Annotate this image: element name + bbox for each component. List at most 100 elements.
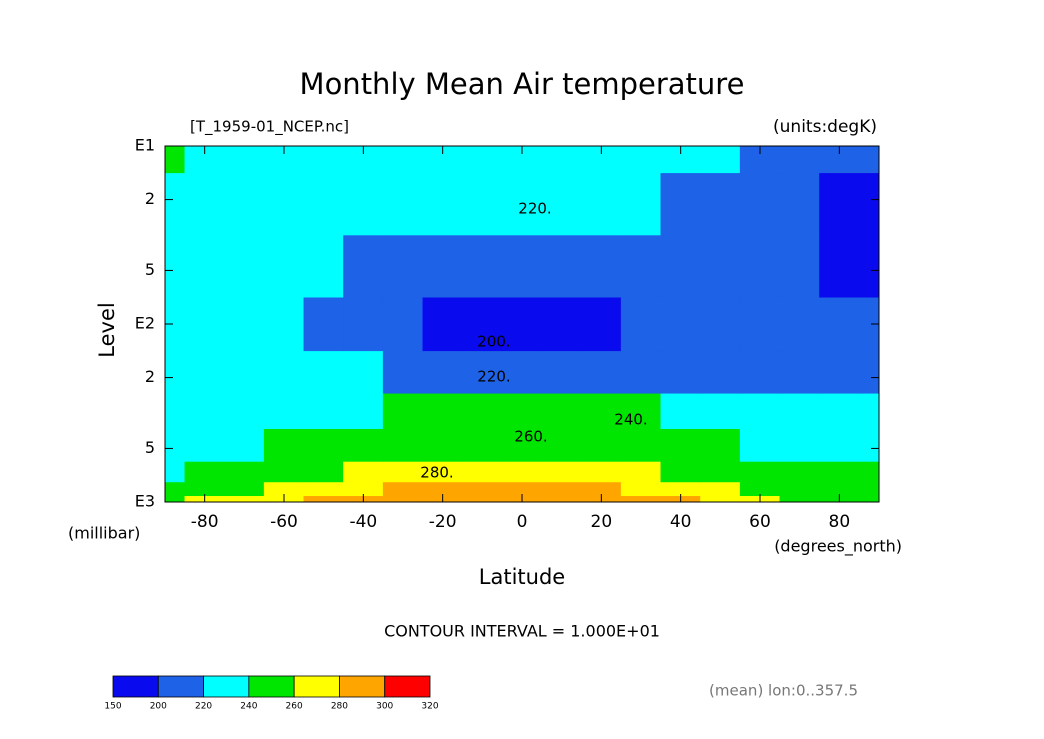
contour-cell — [263, 428, 305, 462]
colorbar-box — [157, 675, 204, 698]
contour-cell — [541, 296, 582, 352]
contour-cell — [164, 481, 186, 497]
contour-cell — [819, 172, 860, 236]
contour-cell — [263, 350, 305, 394]
colorbar-label: 220 — [195, 702, 212, 712]
x-tick-label: -60 — [270, 512, 298, 532]
colorbar-label: 260 — [286, 702, 303, 712]
contour-cell — [541, 428, 582, 462]
contour-cell — [224, 392, 265, 429]
x-tick-label: -20 — [429, 512, 457, 532]
contour-cell — [660, 481, 701, 497]
contour-cell — [422, 296, 463, 352]
chart-title: Monthly Mean Air temperature — [300, 67, 745, 101]
contour-cell — [501, 392, 543, 429]
contour-cell — [581, 172, 622, 236]
contour-cell — [303, 234, 344, 298]
contour-cell — [382, 234, 424, 298]
contour-cell — [858, 350, 880, 394]
contour-cell — [620, 428, 662, 462]
contour-cell — [819, 296, 860, 352]
y-tick-label: 5 — [145, 260, 155, 279]
contour-cell — [303, 350, 344, 394]
contour-cell — [343, 234, 384, 298]
x-tick-label: 40 — [670, 512, 692, 532]
contour-cell — [739, 428, 781, 462]
contour-cell — [501, 172, 543, 236]
contour-cell — [541, 234, 582, 298]
contour-cell — [779, 234, 820, 298]
contour-cell — [858, 234, 880, 298]
contour-cell — [343, 296, 384, 352]
contour-cell — [303, 481, 344, 497]
contour-cell — [541, 461, 582, 483]
contour-cell — [462, 461, 503, 483]
colorbar-box — [112, 675, 159, 698]
contour-cell — [462, 234, 503, 298]
contour-cell — [184, 350, 225, 394]
contour-cell — [303, 392, 344, 429]
colorbar-label: 150 — [104, 702, 121, 712]
contour-cell — [224, 234, 265, 298]
contour-cell — [779, 172, 820, 236]
contour-cell — [263, 461, 305, 483]
contour-cell — [501, 234, 543, 298]
colorbar-label: 200 — [150, 702, 167, 712]
contour-cell — [164, 428, 186, 462]
colorbar-box — [203, 675, 250, 698]
contour-cell — [164, 495, 186, 503]
contour-cell — [858, 172, 880, 236]
x-tick-label: 80 — [829, 512, 851, 532]
contour-cell — [263, 234, 305, 298]
contour-cell — [382, 145, 424, 174]
contour-cell — [700, 296, 741, 352]
x-tick-label: 20 — [591, 512, 613, 532]
contour-cell — [343, 428, 384, 462]
contour-cell — [501, 481, 543, 497]
y-unit-label: (millibar) — [68, 524, 140, 543]
contour-cell — [541, 350, 582, 394]
contour-cell — [164, 392, 186, 429]
contour-cell — [739, 234, 781, 298]
contour-cell — [739, 461, 781, 483]
contour-cell — [660, 461, 701, 483]
contour-cell — [858, 481, 880, 497]
contour-cell — [184, 392, 225, 429]
contour-cell — [303, 172, 344, 236]
contour-cell — [858, 428, 880, 462]
contour-cell — [462, 481, 503, 497]
contour-cell — [303, 145, 344, 174]
contour-cell — [581, 428, 622, 462]
contour-cell — [779, 495, 820, 503]
contour-cell — [462, 172, 503, 236]
contour-cell — [462, 392, 503, 429]
contour-cell — [343, 461, 384, 483]
contour-cell — [224, 481, 265, 497]
contour-cell — [779, 428, 820, 462]
contour-label: 280. — [420, 464, 453, 482]
contour-cell — [263, 481, 305, 497]
note: (mean) lon:0..357.5 — [709, 682, 858, 700]
contour-cell — [620, 481, 662, 497]
contour-cell — [858, 495, 880, 503]
contour-cell — [858, 392, 880, 429]
contour-cell — [303, 495, 344, 503]
contour-cell — [620, 234, 662, 298]
contour-cell — [700, 461, 741, 483]
contour-cell — [660, 234, 701, 298]
contour-cell — [700, 234, 741, 298]
colorbar-label: 240 — [240, 702, 257, 712]
x-tick-label: -80 — [191, 512, 219, 532]
contour-cell — [779, 392, 820, 429]
contour-cell — [620, 461, 662, 483]
contour-cell — [303, 428, 344, 462]
contour-cell — [620, 350, 662, 394]
contour-cell — [462, 495, 503, 503]
units-label: (units:degK) — [773, 117, 877, 137]
x-axis-title: Latitude — [479, 565, 565, 589]
contour-cell — [700, 495, 741, 503]
contour-cell — [422, 428, 463, 462]
contour-cell — [620, 145, 662, 174]
contour-cell — [660, 296, 701, 352]
colorbar-label: 320 — [421, 702, 438, 712]
